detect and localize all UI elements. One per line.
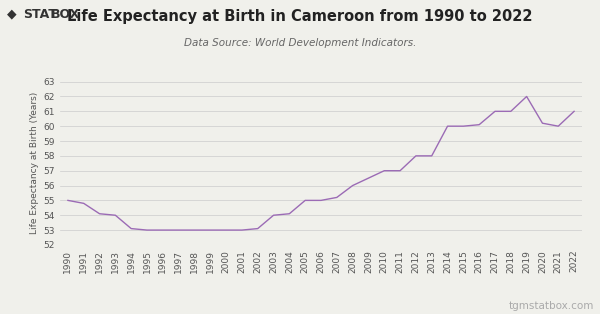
Text: Data Source: World Development Indicators.: Data Source: World Development Indicator… [184, 38, 416, 48]
Text: tgmstatbox.com: tgmstatbox.com [509, 301, 594, 311]
Y-axis label: Life Expectancy at Birth (Years): Life Expectancy at Birth (Years) [31, 92, 40, 235]
Text: ◆: ◆ [7, 8, 17, 21]
Text: BOX: BOX [51, 8, 80, 21]
Text: Life Expectancy at Birth in Cameroon from 1990 to 2022: Life Expectancy at Birth in Cameroon fro… [67, 9, 533, 24]
Text: STAT: STAT [23, 8, 56, 21]
